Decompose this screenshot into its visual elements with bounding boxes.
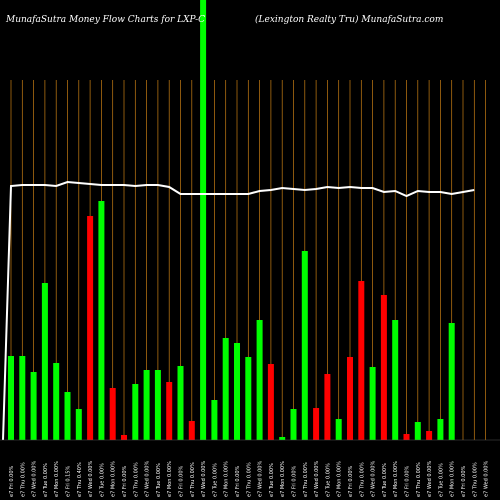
bar <box>380 295 387 440</box>
x-tick-label: e7 Tue 0.00% <box>269 463 275 497</box>
bar <box>335 419 342 440</box>
bar <box>369 367 376 440</box>
bar <box>358 281 365 440</box>
x-tick-label: e7 Wed 0.00% <box>484 461 490 497</box>
x-tick-label: e7 Fri 0.00% <box>405 465 411 497</box>
x-tick-label: e7 Wed 0.00% <box>314 461 320 497</box>
bar <box>347 357 353 440</box>
x-axis-labels: e7 Fri 0.00% e7 Thu 0.00% e7 Wed 0.00% e7 T… <box>9 461 490 497</box>
bar <box>30 372 37 440</box>
bar <box>256 320 263 440</box>
bar <box>143 370 150 440</box>
x-tick-label: e7 Thu 0.00% <box>246 462 252 497</box>
x-tick-label: e7 Tue 0.00% <box>156 463 162 497</box>
bar <box>87 216 94 440</box>
bar <box>437 419 444 440</box>
bar <box>64 392 71 440</box>
x-tick-label: e7 Fri 0.00% <box>122 465 128 497</box>
x-tick-label: e7 Fri 0.00% <box>179 465 185 497</box>
bar <box>8 356 14 440</box>
bar <box>267 364 274 440</box>
x-tick-label: e7 Wed 0.00% <box>32 461 38 497</box>
bar <box>448 323 455 440</box>
bar <box>245 357 252 440</box>
x-tick-label: e7 Thu 0.00% <box>190 462 196 497</box>
x-tick-label: e7 Mon 0.00% <box>337 461 343 497</box>
x-tick-label: e7 Tue 0.00% <box>382 463 388 497</box>
bar <box>392 320 399 440</box>
x-tick-label: e7 Thu 0.00% <box>416 462 422 497</box>
bar <box>188 421 195 440</box>
x-tick-label: e7 Thu 0.00% <box>472 462 478 497</box>
bar <box>222 338 229 440</box>
x-tick-label: e7 Wed 0.00% <box>371 461 377 497</box>
x-tick-label: e7 Tue 0.00% <box>99 463 105 497</box>
bar <box>324 374 331 440</box>
x-tick-label: e7 Tue 0.00% <box>212 463 218 497</box>
bar <box>200 0 207 440</box>
x-tick-label: e7 Thu 0.00% <box>133 462 139 497</box>
bar <box>121 435 127 440</box>
bar <box>53 363 60 440</box>
bar <box>98 201 105 440</box>
bar <box>75 409 82 440</box>
bar <box>426 431 433 440</box>
bar <box>301 251 308 440</box>
bar <box>290 409 297 440</box>
bar <box>19 356 26 440</box>
bar <box>211 400 218 440</box>
chart-subtitle: (Lexington Realty Tru) MunafaSutra.com <box>255 15 444 25</box>
x-tick-label: e7 Wed 0.00% <box>427 461 433 497</box>
bar <box>403 434 410 440</box>
x-tick-label: e7 Mon 0.00% <box>280 461 286 497</box>
x-tick-label: e7 Thu 0.00% <box>20 462 26 497</box>
x-tick-label: e7 Fri 0.15% <box>66 465 72 497</box>
x-tick-label: e7 Thu 0.00% <box>359 462 365 497</box>
x-tick-label: e7 Thu 0.40% <box>77 462 83 497</box>
x-tick-label: e7 Wed 0.00% <box>88 461 94 497</box>
x-tick-label: e7 Wed 0.00% <box>145 461 151 497</box>
bar <box>154 370 161 440</box>
x-tick-label: e7 Thu 0.00% <box>303 462 309 497</box>
x-tick-label: e7 Tue 0.00% <box>43 463 49 497</box>
x-tick-label: e7 Wed 0.00% <box>201 461 207 497</box>
x-tick-label: e7 Wed 0.00% <box>258 461 264 497</box>
x-tick-label: e7 Fri 0.00% <box>235 465 241 497</box>
x-tick-label: e7 Tue 0.00% <box>325 463 331 497</box>
bar <box>41 283 48 440</box>
bar-series <box>8 0 455 440</box>
bar <box>177 366 184 440</box>
x-tick-label: e7 Tue 0.00% <box>438 463 444 497</box>
x-tick-label: e7 Mon 0.00% <box>167 461 173 497</box>
bar <box>234 343 240 440</box>
chart-title: MunafaSutra Money Flow Charts for LXP-C <box>6 15 206 25</box>
bar <box>313 408 320 440</box>
x-tick-label: e7 Mon 0.00% <box>54 461 60 497</box>
price-line <box>2 180 475 441</box>
x-tick-label: e7 Mon 0.00% <box>450 461 456 497</box>
bar <box>109 388 116 440</box>
x-tick-label: e7 Mon 0.00% <box>224 461 230 497</box>
x-tick-label: e7 Fri 0.00% <box>348 465 354 497</box>
bar <box>132 384 139 440</box>
x-tick-label: e7 Fri 0.00% <box>461 465 467 497</box>
bar <box>414 422 421 440</box>
bar <box>166 382 173 440</box>
x-tick-label: e7 Mon 0.00% <box>111 461 117 497</box>
x-tick-label: e7 Fri 0.00% <box>9 465 15 497</box>
x-tick-label: e7 Fri 0.00% <box>292 465 298 497</box>
x-tick-label: e7 Mon 0.00% <box>393 461 399 497</box>
bar <box>279 437 286 440</box>
